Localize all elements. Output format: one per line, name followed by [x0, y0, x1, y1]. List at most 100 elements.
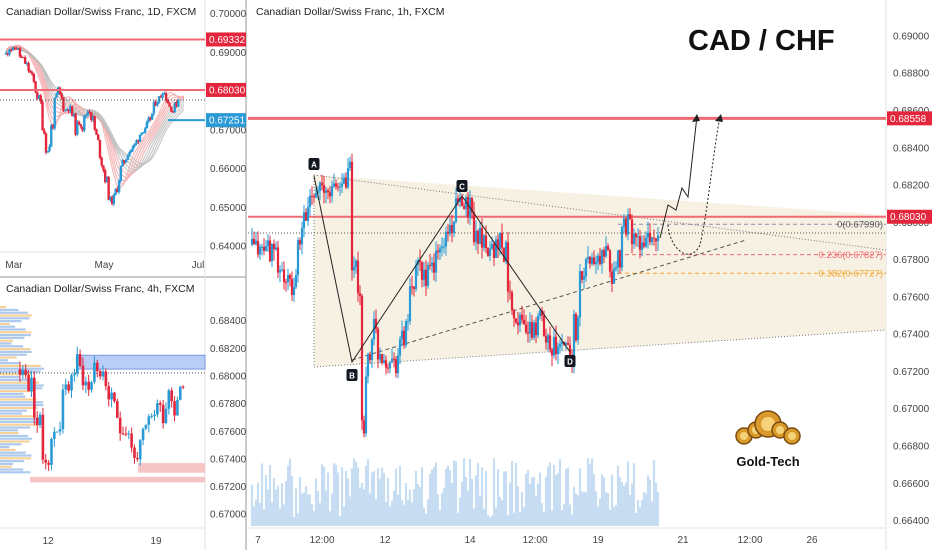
volume-bar	[652, 460, 656, 526]
candle-body	[464, 196, 468, 209]
projection-arrow-head	[692, 114, 700, 122]
candle-body	[156, 403, 159, 415]
h4-chart: 0.68400 0.68200 0.68000 0.67800 0.67600 0.674…	[0, 306, 247, 547]
volume-profile-bar	[0, 320, 22, 323]
candle-body	[434, 250, 438, 273]
volume-bar	[304, 486, 308, 526]
volume-bar	[346, 478, 350, 526]
volume-bar	[524, 473, 528, 526]
volume-bar	[356, 467, 360, 526]
candle-body	[34, 81, 37, 93]
volume-bar	[576, 495, 580, 526]
candle-body	[37, 95, 41, 99]
candle-body	[584, 258, 588, 277]
candle-body	[109, 196, 112, 201]
candle-body	[61, 389, 65, 430]
volume-bar	[316, 490, 320, 526]
volume-bar	[408, 490, 412, 526]
h1-x-tick-label: 21	[677, 535, 689, 546]
volume-bar	[604, 492, 608, 526]
volume-bar	[430, 469, 434, 526]
candle-body	[48, 146, 51, 152]
volume-bar	[252, 506, 256, 526]
volume-bar	[384, 501, 388, 526]
candle-body	[276, 247, 280, 273]
candle-body	[72, 113, 76, 116]
h1-y-tick-label: 0.67800	[893, 255, 930, 266]
candle-body	[266, 240, 270, 246]
candle-body	[302, 212, 306, 229]
candle-body	[550, 349, 554, 356]
candle-body	[532, 322, 536, 338]
candle-body	[75, 354, 79, 374]
volume-bar	[510, 460, 514, 526]
candle-body	[272, 243, 276, 250]
candle-body	[78, 354, 82, 366]
candle-body	[472, 212, 476, 243]
candle-body	[147, 416, 151, 425]
candle-body	[376, 328, 380, 360]
candle-body	[175, 102, 178, 107]
candle-body	[526, 332, 530, 334]
volume-bar	[614, 505, 618, 526]
pattern-point-label: C	[459, 183, 465, 192]
volume-bar	[558, 459, 562, 526]
candle-body	[126, 155, 129, 160]
candle-body	[23, 57, 27, 64]
candle-body	[382, 360, 386, 363]
volume-bar	[656, 492, 660, 526]
candle-body	[638, 236, 642, 250]
volume-bar	[270, 502, 274, 526]
volume-bar	[370, 472, 374, 526]
volume-bar	[426, 499, 430, 526]
volume-profile-bar	[0, 317, 30, 320]
candle-body	[4, 53, 8, 55]
candle-body	[41, 414, 45, 460]
candle-body	[296, 240, 300, 276]
volume-bar	[446, 465, 450, 526]
h4-x-tick-label: 12	[42, 536, 54, 547]
candle-body	[137, 140, 140, 142]
volume-bar	[298, 477, 302, 526]
candle-body	[508, 291, 512, 293]
volume-profile-bar	[0, 331, 32, 334]
candle-body	[55, 94, 58, 98]
candle-body	[35, 417, 39, 426]
volume-bar	[328, 511, 332, 526]
candle-body	[600, 250, 604, 265]
candle-body	[11, 47, 15, 51]
candle-body	[177, 100, 180, 107]
volume-bar	[466, 490, 470, 526]
volume-bar	[326, 472, 330, 526]
candle-body	[592, 257, 596, 265]
volume-profile-bar	[0, 457, 31, 460]
candle-body	[171, 111, 175, 113]
candle-body	[20, 56, 23, 58]
volume-bar	[362, 489, 366, 526]
volume-bar	[400, 499, 404, 526]
h4-demand-zone-low	[30, 476, 205, 483]
volume-bar	[262, 509, 266, 526]
candle-body	[62, 97, 65, 111]
volume-bar	[264, 474, 268, 526]
volume-bar	[254, 499, 258, 526]
candle-body	[284, 282, 288, 284]
candle-body	[147, 117, 150, 122]
volume-bar	[608, 510, 612, 526]
candle-body	[153, 414, 156, 417]
h4-x-tick-label: 19	[150, 536, 162, 547]
candle-body	[300, 228, 304, 245]
candle-body	[29, 71, 32, 73]
candle-body	[290, 279, 294, 296]
daily-y-tick-label: 0.67000	[210, 125, 247, 136]
candle-body	[350, 161, 354, 271]
candle-body	[548, 335, 552, 350]
volume-bar	[486, 515, 490, 526]
volume-profile-bar	[0, 367, 44, 370]
pair-label: CAD / CHF	[688, 25, 835, 57]
candle-body	[6, 53, 9, 55]
candle-body	[73, 373, 76, 376]
candle-body	[76, 121, 79, 135]
candle-body	[81, 365, 85, 386]
candle-body	[378, 354, 382, 360]
